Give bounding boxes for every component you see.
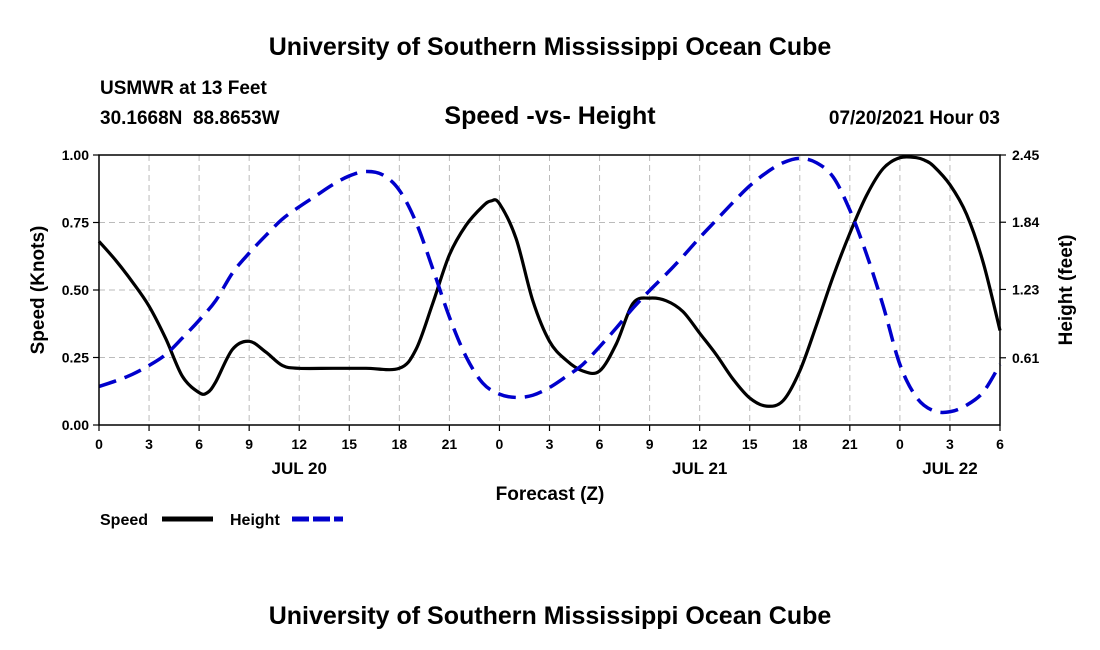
x-tick-label: 18 — [392, 436, 408, 452]
x-tick-label: 0 — [896, 436, 904, 452]
x-tick-label: 6 — [596, 436, 604, 452]
legend-label-height: Height — [230, 512, 280, 529]
y2-tick-label: 0.61 — [1012, 350, 1039, 366]
y-tick-label: 0.25 — [62, 350, 89, 366]
y2-tick-label: 1.84 — [1012, 214, 1039, 230]
x-tick-label: 12 — [692, 436, 708, 452]
x-tick-label: 3 — [546, 436, 554, 452]
date-label: JUL 21 — [672, 459, 727, 478]
x-tick-label: 12 — [291, 436, 307, 452]
y-axis-label: Speed (Knots) — [28, 226, 49, 355]
y2-tick-label: 1.23 — [1012, 281, 1039, 297]
y-tick-label: 0.50 — [62, 282, 89, 298]
x-tick-label: 3 — [145, 436, 153, 452]
x-tick-label: 15 — [341, 436, 357, 452]
speed-series-line — [97, 155, 1002, 408]
y2-axis-label: Height (feet) — [1056, 235, 1077, 346]
x-tick-label: 21 — [842, 436, 858, 452]
x-tick-label: 0 — [496, 436, 504, 452]
y-tick-label: 0.00 — [62, 417, 89, 433]
footer-title: University of Southern Mississippi Ocean… — [269, 602, 832, 630]
legend: Speed Height — [100, 512, 343, 529]
x-tick-label: 0 — [95, 436, 103, 452]
legend-label-speed: Speed — [100, 512, 148, 529]
y-tick-label: 0.75 — [62, 215, 89, 231]
series — [97, 155, 1002, 415]
x-tick-label: 6 — [996, 436, 1004, 452]
y2-tick-label: 2.45 — [1012, 147, 1039, 163]
x-axis-label: Forecast (Z) — [496, 484, 605, 505]
axis-ticks: 0 3 6 9 12 15 18 21 0 3 6 9 12 15 18 21 0 3 6 0.00 0.25 0.50 0… — [62, 147, 1040, 478]
height-series-line — [98, 156, 1002, 415]
station-label: USMWR at 13 Feet — [100, 78, 267, 99]
grid — [99, 155, 1000, 425]
date-label: JUL 22 — [922, 459, 977, 478]
y-tick-label: 1.00 — [62, 147, 89, 163]
x-tick-label: 6 — [195, 436, 203, 452]
station-coordinates: 30.1668N 88.8653W — [100, 108, 280, 129]
x-tick-label: 15 — [742, 436, 758, 452]
page-title: University of Southern Mississippi Ocean… — [269, 33, 832, 61]
forecast-datetime: 07/20/2021 Hour 03 — [829, 108, 1000, 129]
date-label: JUL 20 — [271, 459, 326, 478]
x-tick-label: 18 — [792, 436, 808, 452]
x-tick-label: 3 — [946, 436, 954, 452]
chart-title: Speed -vs- Height — [444, 102, 656, 130]
x-tick-label: 9 — [646, 436, 654, 452]
x-tick-label: 9 — [245, 436, 253, 452]
x-tick-label: 21 — [442, 436, 458, 452]
